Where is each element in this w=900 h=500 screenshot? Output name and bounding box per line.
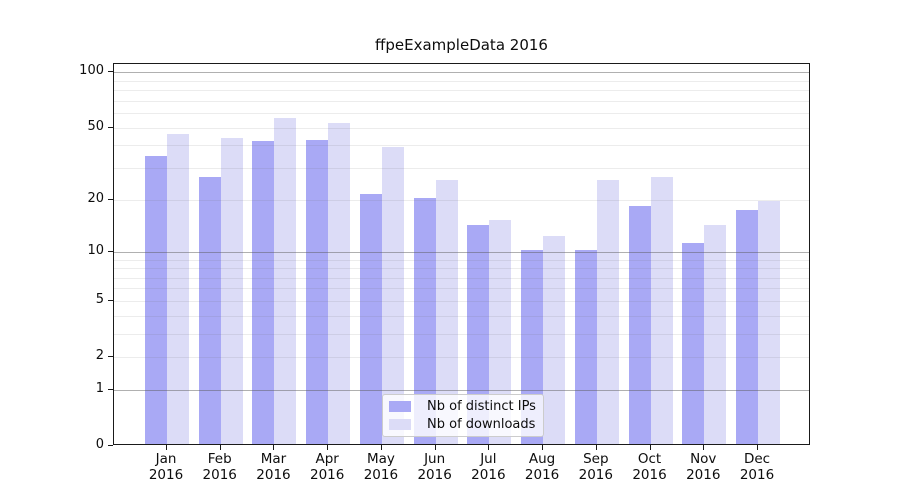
- gridline-y30: [114, 168, 809, 169]
- x-tick-mark: [488, 445, 490, 450]
- bar-ips-feb: [198, 177, 221, 444]
- y-tick-label-2: 2: [95, 348, 104, 364]
- y-tick-mark: [108, 250, 113, 252]
- y-tick-mark: [108, 299, 113, 301]
- bar-downloads-oct: [650, 177, 673, 444]
- x-tick-label-apr: Apr 2016: [309, 451, 345, 483]
- bar-ips-jan: [145, 156, 167, 444]
- y-tick-mark: [108, 445, 113, 446]
- bar-downloads-apr: [328, 122, 351, 444]
- gridline-y80: [114, 90, 809, 91]
- x-tick-mark: [166, 445, 167, 450]
- legend-item-downloads: Nb of downloads: [389, 417, 535, 432]
- x-tick-label-mar: Mar 2016: [256, 451, 291, 483]
- x-tick-label-feb: Feb 2016: [202, 451, 237, 483]
- y-tick-mark: [108, 388, 113, 390]
- bar-downloads-may: [381, 147, 404, 444]
- x-tick-mark: [649, 445, 651, 450]
- x-tick-label-jul: Jul 2016: [471, 451, 506, 483]
- gridline-y50: [114, 128, 809, 129]
- bar-ips-apr: [306, 139, 329, 444]
- x-tick-mark: [327, 445, 329, 450]
- bar-ips-jun: [413, 197, 436, 444]
- y-tick-mark: [108, 71, 113, 73]
- x-tick-label-aug: Aug 2016: [524, 451, 560, 483]
- gridline-y60: [114, 113, 809, 114]
- bar-ips-dec: [736, 210, 758, 444]
- chart-title: ffpeExampleData 2016: [375, 36, 548, 54]
- bar-downloads-aug: [543, 236, 566, 444]
- bar-ips-sep: [574, 249, 597, 444]
- y-tick-label-100: 100: [79, 63, 104, 79]
- bar-downloads-jun: [435, 180, 458, 444]
- bar-ips-nov: [682, 242, 705, 444]
- legend-item-distinct-ips: Nb of distinct IPs: [389, 399, 536, 415]
- bar-downloads-jul: [489, 219, 512, 444]
- bar-downloads-nov: [704, 224, 727, 444]
- y-tick-mark: [108, 198, 113, 200]
- y-tick-label-50: 50: [87, 118, 104, 134]
- gridline-y90: [114, 81, 809, 82]
- gridline-y70: [114, 101, 809, 102]
- y-tick-label-0: 0: [95, 437, 104, 452]
- x-tick-mark: [595, 445, 597, 450]
- legend-swatch-distinct-ips-icon: [389, 401, 411, 413]
- y-tick-label-1: 1: [95, 380, 104, 396]
- x-tick-mark: [703, 445, 705, 450]
- legend-label-distinct-ips: Nb of distinct IPs: [427, 399, 536, 415]
- gridline-y40: [114, 145, 809, 146]
- legend-label-downloads: Nb of downloads: [427, 416, 536, 432]
- bar-ips-mar: [252, 141, 275, 444]
- legend-swatch-downloads-icon: [389, 418, 411, 430]
- bar-downloads-jan: [167, 134, 189, 444]
- legend: Nb of distinct IPs Nb of downloads: [382, 394, 544, 437]
- y-tick-mark: [108, 356, 113, 358]
- x-tick-mark: [757, 445, 758, 450]
- gridline-y100: [114, 72, 809, 73]
- x-tick-mark: [273, 445, 275, 450]
- x-tick-label-nov: Nov 2016: [686, 451, 721, 483]
- bar-downloads-feb: [220, 137, 243, 444]
- x-tick-mark: [542, 445, 544, 450]
- x-tick-label-jun: Jun 2016: [417, 451, 452, 483]
- x-tick-mark: [380, 445, 382, 450]
- x-tick-label-oct: Oct 2016: [632, 451, 667, 483]
- bar-downloads-mar: [274, 118, 297, 444]
- bar-ips-may: [359, 193, 382, 444]
- x-tick-label-dec: Dec 2016: [739, 451, 775, 483]
- x-tick-mark: [434, 445, 436, 450]
- y-tick-label-10: 10: [87, 242, 104, 258]
- y-tick-label-5: 5: [95, 291, 104, 307]
- bar-downloads-sep: [596, 180, 619, 444]
- x-tick-label-may: May 2016: [363, 451, 399, 483]
- y-tick-label-20: 20: [87, 190, 104, 206]
- y-tick-mark: [108, 126, 113, 128]
- x-tick-label-sep: Sep 2016: [578, 451, 613, 483]
- x-tick-label-jan: Jan 2016: [148, 451, 184, 483]
- bar-ips-jul: [467, 224, 490, 444]
- x-tick-mark: [219, 445, 221, 450]
- plot-area: Nb of distinct IPs Nb of downloads: [113, 63, 810, 445]
- bar-downloads-dec: [758, 201, 780, 444]
- bar-ips-oct: [628, 205, 651, 444]
